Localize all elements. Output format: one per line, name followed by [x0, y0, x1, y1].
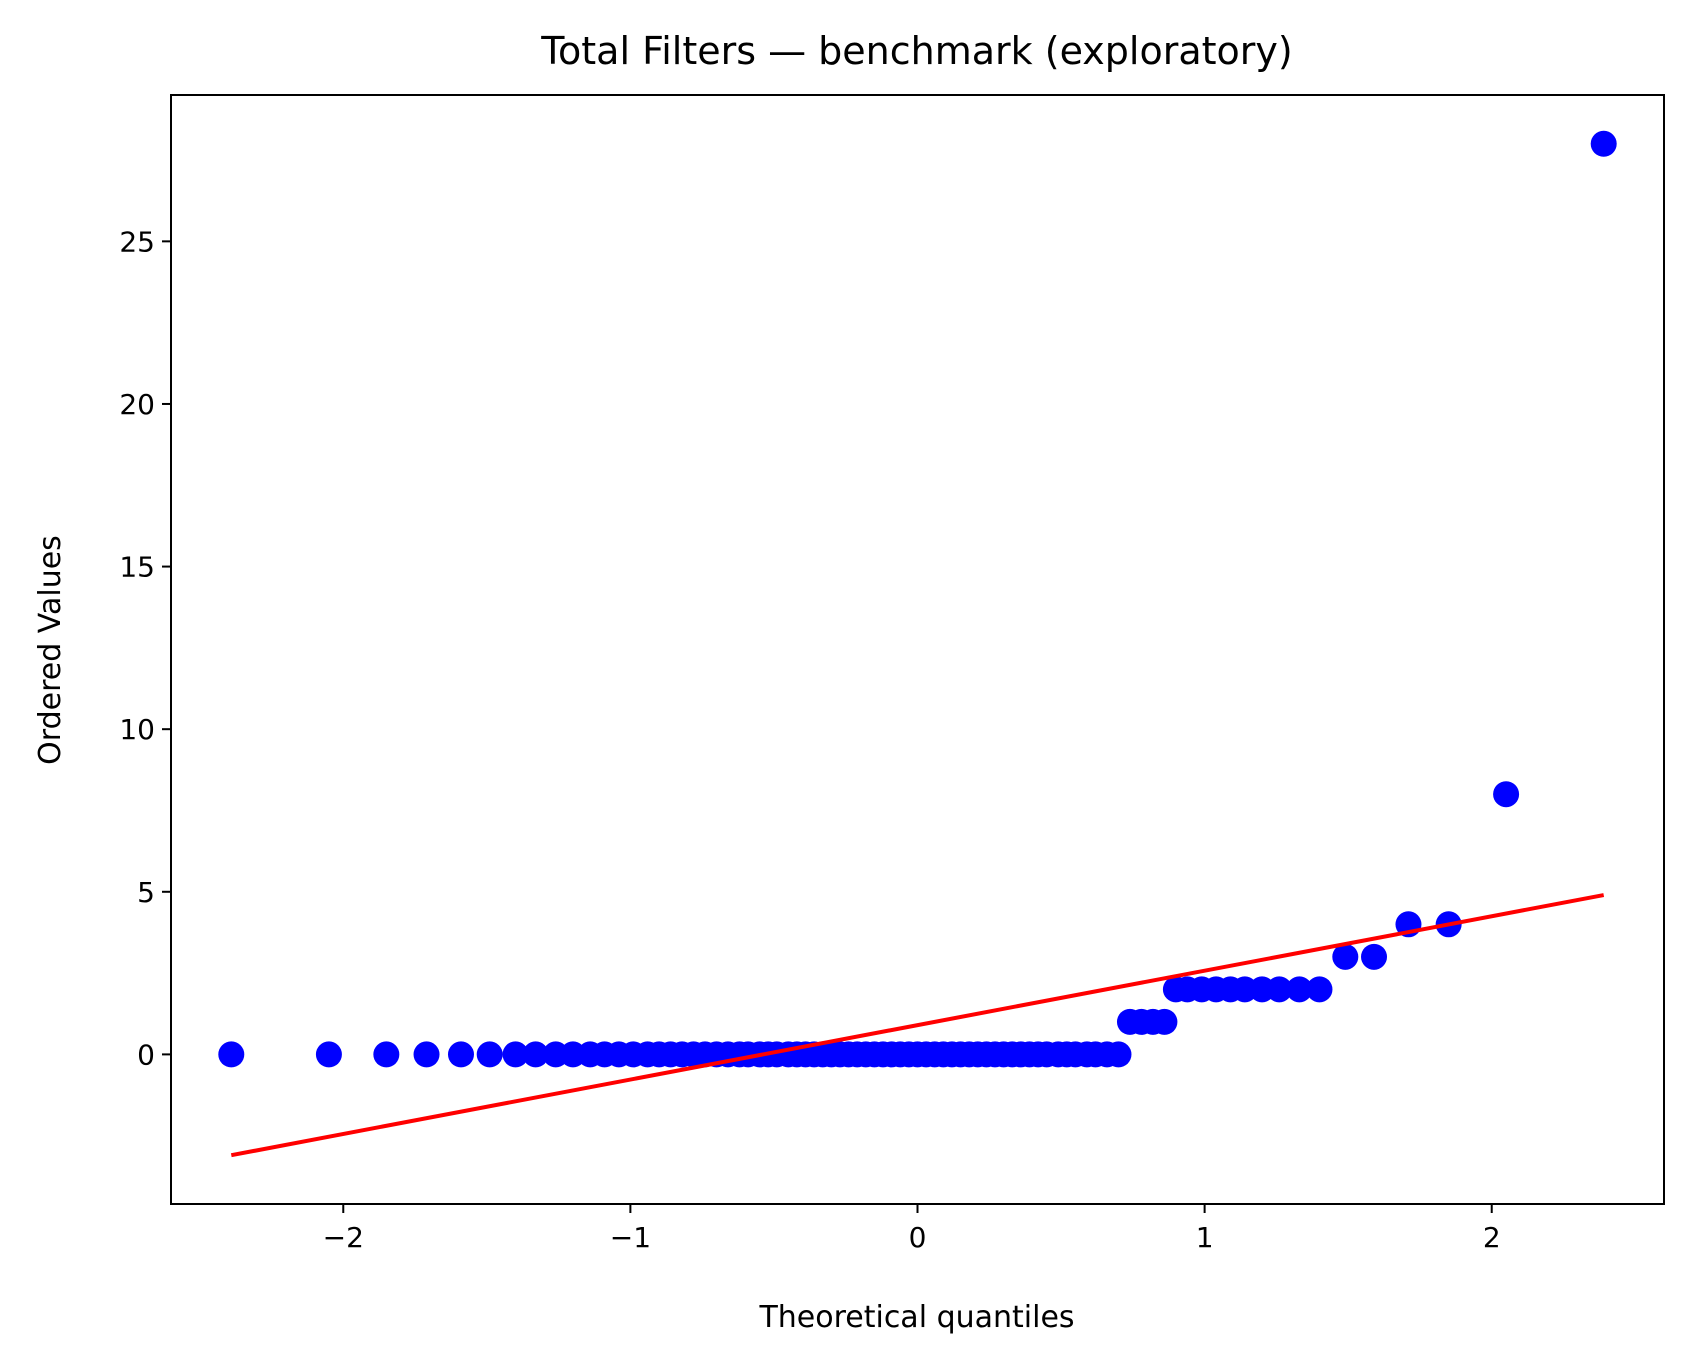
y-tick-label: 15	[119, 551, 155, 584]
x-tick-label: −1	[610, 1221, 651, 1254]
plot-area	[218, 130, 1617, 1158]
x-tick-label: 2	[1483, 1221, 1501, 1254]
data-point	[1151, 1008, 1178, 1035]
data-point	[502, 1041, 529, 1068]
x-axis: −2 −1 0 1 2	[323, 1204, 1501, 1254]
x-axis-label: Theoretical quantiles	[758, 1300, 1074, 1335]
data-point	[315, 1041, 342, 1068]
data-point	[1105, 1041, 1132, 1068]
data-point	[1266, 976, 1293, 1003]
data-point	[373, 1041, 400, 1068]
data-point	[1361, 943, 1388, 970]
data-point	[1306, 976, 1333, 1003]
y-tick-label: 20	[119, 388, 155, 421]
x-tick-label: 0	[909, 1221, 927, 1254]
chart-title: Total Filters — benchmark (exploratory)	[540, 29, 1292, 73]
y-axis-label: Ordered Values	[33, 535, 68, 765]
data-point	[1590, 130, 1617, 157]
y-tick-label: 25	[119, 225, 155, 258]
y-tick-label: 10	[119, 713, 155, 746]
data-point	[1286, 976, 1313, 1003]
data-point	[447, 1041, 474, 1068]
y-tick-label: 5	[137, 876, 155, 909]
fit-line	[230, 893, 1605, 1158]
x-tick-label: 1	[1196, 1221, 1214, 1254]
data-point	[476, 1041, 503, 1068]
data-point	[1493, 781, 1520, 808]
y-axis: 0 5 10 15 20 25	[119, 225, 171, 1071]
data-point	[413, 1041, 440, 1068]
data-point	[218, 1041, 245, 1068]
data-point	[1332, 943, 1359, 970]
y-tick-label: 0	[137, 1038, 155, 1071]
data-point	[522, 1041, 549, 1068]
x-tick-label: −2	[323, 1221, 364, 1254]
